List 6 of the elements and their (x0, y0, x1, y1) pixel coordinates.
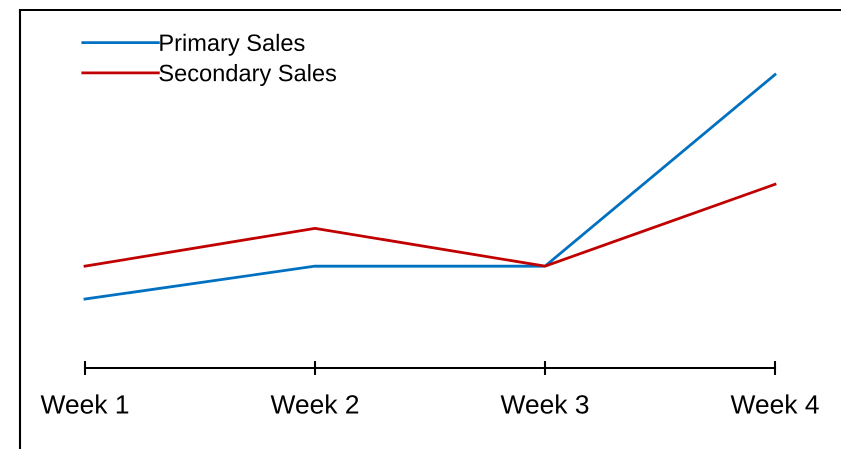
legend-label: Primary Sales (160, 34, 304, 56)
x-tick-label: Week 3 (500, 394, 588, 414)
x-tick-label: Week 4 (730, 394, 819, 414)
x-tick-label: Week 2 (270, 394, 358, 414)
x-tick-label: Week 1 (40, 394, 128, 414)
legend-label: Secondary Sales (159, 64, 336, 86)
